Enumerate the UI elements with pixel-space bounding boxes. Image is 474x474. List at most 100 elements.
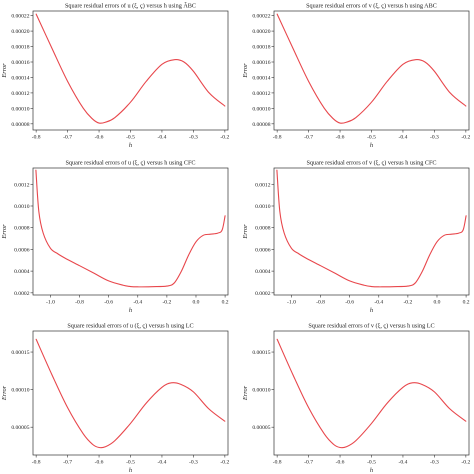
x-tick-label: -0.7 — [63, 135, 72, 141]
y-tick-label: 0.00012 — [252, 91, 270, 97]
x-axis-label: h — [129, 142, 132, 149]
x-tick-label: -0.4 — [133, 300, 142, 306]
x-tick-label: -0.8 — [32, 135, 41, 141]
plot-frame — [32, 167, 229, 296]
x-tick-label: -0.4 — [158, 135, 167, 141]
x-axis-label: h — [129, 307, 132, 314]
y-tick-label: 0.0004 — [14, 269, 30, 275]
x-tick-label: -0.5 — [367, 135, 376, 141]
series-line-1 — [35, 169, 226, 288]
y-tick-label: 0.00005 — [252, 425, 270, 431]
x-tick-label: -0.7 — [63, 460, 72, 466]
y-tick-label: 0.00022 — [252, 14, 270, 20]
chart-title: Square residual errors of u (ξ, ç) versu… — [67, 323, 193, 330]
x-tick-label: -0.2 — [461, 460, 470, 466]
x-tick-label: -0.8 — [75, 300, 84, 306]
x-tick-label: 0.0 — [192, 300, 199, 306]
y-tick-label: 0.00008 — [252, 122, 270, 128]
y-tick-label: 0.00018 — [11, 45, 29, 51]
chart-panel-5: Square residual errors of u (ξ, ç) versu… — [1, 323, 229, 474]
x-tick-label: -0.3 — [430, 135, 439, 141]
series-line-1 — [35, 13, 226, 124]
chart-title: Square residual errors of u (ξ, ç) versu… — [65, 160, 195, 167]
y-tick-label: 0.00010 — [11, 106, 29, 112]
x-tick-label: -0.3 — [189, 135, 198, 141]
x-tick-label: -0.7 — [304, 460, 313, 466]
series-line-1 — [276, 13, 467, 124]
y-tick-label: 0.00010 — [252, 106, 270, 112]
x-tick-label: -0.3 — [189, 460, 198, 466]
x-tick-label: 0.0 — [433, 300, 440, 306]
y-tick-label: 0.0006 — [255, 247, 271, 253]
y-tick-label: 0.0008 — [255, 226, 271, 232]
x-tick-label: -0.2 — [220, 460, 229, 466]
y-tick-label: 0.00014 — [252, 75, 270, 81]
y-axis-label: Error — [242, 385, 249, 401]
chart-panel-1: Square residual errors of u (ξ, ç) versu… — [1, 2, 229, 150]
x-tick-label: -0.6 — [336, 460, 345, 466]
y-axis-label: Error — [1, 385, 8, 401]
chart-panel-4: Square residual errors of v (ξ, ç) versu… — [242, 160, 470, 315]
series-line-1 — [276, 338, 467, 449]
y-tick-label: 0.0002 — [14, 291, 30, 297]
x-tick-label: -0.4 — [374, 300, 383, 306]
x-axis-label: h — [370, 307, 373, 314]
y-axis-label: Error — [242, 224, 249, 240]
y-tick-label: 0.00016 — [11, 60, 29, 66]
x-tick-label: -0.8 — [273, 460, 282, 466]
plot-frame — [32, 330, 229, 456]
plot-frame — [273, 167, 470, 296]
x-tick-label: -0.4 — [158, 460, 167, 466]
x-tick-label: -0.2 — [162, 300, 171, 306]
x-tick-label: -0.8 — [316, 300, 325, 306]
x-axis-label: h — [129, 467, 132, 474]
y-axis-label: Error — [1, 63, 8, 79]
x-tick-label: -0.5 — [367, 460, 376, 466]
chart-title: Square residual errors of u (ξ, ç) versu… — [65, 2, 196, 10]
chart-panel-2: Square residual errors of v (ξ, ç) versu… — [242, 3, 470, 150]
series-line-1 — [276, 169, 467, 288]
y-tick-label: 0.00008 — [11, 122, 29, 128]
x-tick-label: -0.6 — [345, 300, 354, 306]
y-tick-label: 0.0012 — [255, 182, 271, 188]
y-tick-label: 0.00010 — [11, 388, 29, 394]
y-tick-label: 0.00005 — [11, 425, 29, 431]
y-axis-label: Error — [1, 224, 8, 240]
x-axis-label: h — [370, 142, 373, 149]
x-tick-label: -0.4 — [399, 135, 408, 141]
y-tick-label: 0.00015 — [252, 350, 270, 356]
x-tick-label: -0.2 — [220, 135, 229, 141]
x-tick-label: -0.5 — [126, 460, 135, 466]
x-tick-label: -0.4 — [399, 460, 408, 466]
y-tick-label: 0.0012 — [14, 182, 30, 188]
chart-title: Square residual errors of v (ξ, ç) versu… — [308, 323, 434, 330]
x-tick-label: -0.6 — [95, 135, 104, 141]
x-axis-label: h — [370, 467, 373, 474]
y-tick-label: 0.00022 — [11, 14, 29, 20]
x-tick-label: -0.7 — [304, 135, 313, 141]
chart-title: Square residual errors of v (ξ, ç) versu… — [306, 160, 436, 167]
chart-title: Square residual errors of v (ξ, ç) versu… — [306, 3, 437, 10]
x-tick-label: -0.2 — [403, 300, 412, 306]
x-tick-label: 0.2 — [222, 300, 229, 306]
y-tick-label: 0.0004 — [255, 269, 271, 275]
x-tick-label: -0.8 — [32, 460, 41, 466]
x-tick-label: -0.6 — [104, 300, 113, 306]
series-line-1 — [35, 338, 226, 449]
x-tick-label: -0.6 — [95, 460, 104, 466]
y-tick-label: 0.00010 — [252, 388, 270, 394]
y-tick-label: 0.00015 — [11, 350, 29, 356]
y-tick-label: 0.00012 — [11, 91, 29, 97]
y-axis-label: Error — [242, 63, 249, 79]
y-tick-label: 0.0006 — [14, 247, 30, 253]
x-tick-label: -1.0 — [287, 300, 296, 306]
y-tick-label: 0.0010 — [255, 204, 271, 210]
x-tick-label: -0.6 — [336, 135, 345, 141]
x-tick-label: -1.0 — [46, 300, 55, 306]
plot-frame — [273, 330, 470, 456]
x-tick-label: -0.8 — [273, 135, 282, 141]
x-tick-label: -0.5 — [126, 135, 135, 141]
x-tick-label: 0.2 — [463, 300, 470, 306]
y-tick-label: 0.0010 — [14, 204, 30, 210]
